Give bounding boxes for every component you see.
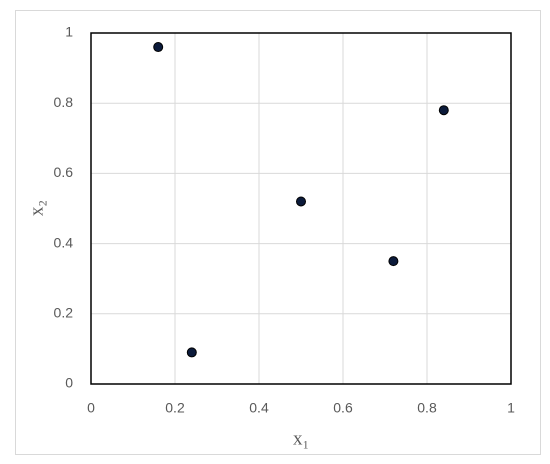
y-tick-label: 0.8 — [54, 94, 74, 110]
plot-border — [90, 32, 512, 385]
x-tick-label: 0.6 — [333, 400, 353, 416]
x-tick-label: 0.8 — [417, 400, 437, 416]
point — [153, 42, 164, 53]
x-tick-label: 0.2 — [165, 400, 185, 416]
x-tick-label: 0.4 — [249, 400, 269, 416]
y-tick-label: 0.4 — [54, 234, 74, 250]
x-axis-title: x₁ — [293, 428, 309, 449]
x-tick-label: 0 — [87, 400, 95, 416]
x-tick-label: 1 — [507, 400, 515, 416]
y-axis-title: x₂ — [26, 200, 47, 216]
point — [388, 256, 399, 267]
point — [296, 196, 306, 207]
y-tick-label: 1 — [65, 24, 73, 40]
y-tick-label: 0 — [65, 375, 73, 391]
chart-frame — [15, 10, 541, 455]
point — [186, 347, 197, 358]
y-tick-label: 0.2 — [54, 305, 74, 321]
point — [438, 105, 449, 116]
y-tick-label: 0.6 — [54, 164, 74, 180]
